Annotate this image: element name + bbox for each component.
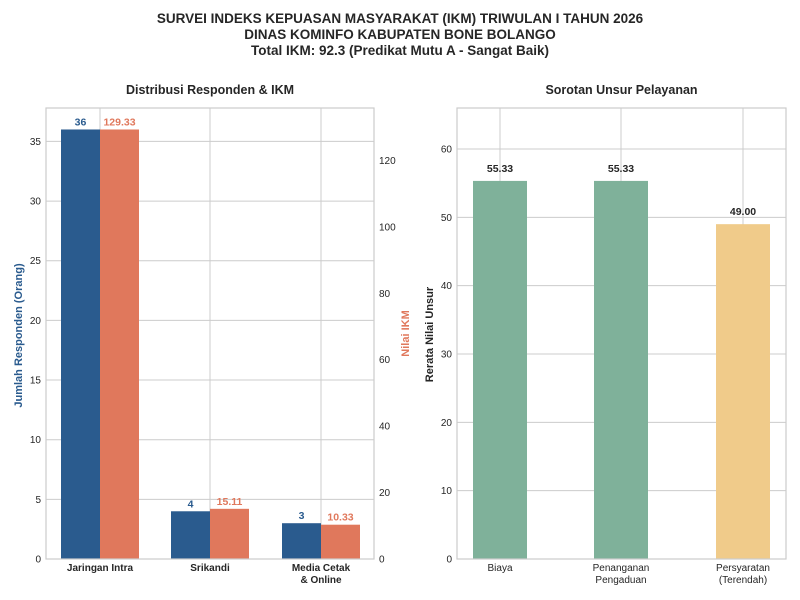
left-xtick-label: Media Cetak & Online	[292, 563, 351, 586]
ikm-data-label: 15.11	[217, 496, 243, 508]
responden-data-label: 3	[299, 510, 305, 522]
unsur-ytick-label: 40	[441, 281, 453, 292]
chart-title-line3: Total IKM: 92.3 (Predikat Mutu A - Sanga…	[250, 43, 550, 58]
unsur-ytick-label: 60	[441, 145, 453, 156]
chart-title-line1: SURVEI INDEKS KEPUASAN MASYARAKAT (IKM) …	[156, 11, 644, 26]
right-ytick-label: 0	[379, 555, 385, 566]
left-plot-frame	[45, 107, 375, 560]
responden-data-label: 4	[188, 498, 194, 510]
right-ytick-label: 20	[379, 488, 391, 499]
unsur-xtick-label: Biaya	[487, 563, 512, 574]
ikm-bar	[210, 508, 249, 559]
unsur-bar	[594, 180, 648, 559]
left-xtick-label: Jaringan Intra	[67, 563, 134, 574]
right-plot-frame	[456, 107, 787, 560]
unsur-data-label: 55.33	[608, 163, 634, 175]
left-ytick-label: 5	[35, 495, 41, 506]
right-ytick-label: 60	[379, 355, 391, 366]
left-ytick-label: 10	[30, 435, 42, 446]
left-ytick-label: 15	[30, 376, 42, 387]
left-ytick-label: 0	[35, 555, 41, 566]
left-xtick-label: Srikandi	[190, 563, 230, 574]
unsur-bar	[716, 224, 770, 559]
unsur-data-label: 55.33	[487, 163, 513, 175]
right-ytick-label: 120	[379, 156, 396, 167]
left-ytick-label: 25	[30, 256, 42, 267]
unsur-ytick-label: 0	[446, 555, 452, 566]
unsur-data-label: 49.00	[730, 206, 756, 218]
unsur-y-axis-label: Rerata Nilai Unsur	[424, 286, 436, 382]
unsur-xtick-label: Penanganan Pengaduan	[593, 563, 650, 586]
left-chart-title: Distribusi Responden & IKM	[126, 83, 294, 97]
right-chart-title: Sorotan Unsur Pelayanan	[545, 83, 697, 97]
responden-data-label: 36	[75, 116, 87, 128]
right-y-axis-label: Nilai IKM	[400, 310, 412, 356]
ikm-data-label: 10.33	[327, 512, 353, 524]
left-ytick-label: 20	[30, 316, 42, 327]
right-ytick-label: 40	[379, 422, 391, 433]
unsur-bar	[473, 180, 527, 559]
ikm-data-label: 129.33	[103, 116, 135, 128]
responden-bar	[282, 523, 321, 559]
unsur-ytick-label: 30	[441, 350, 453, 361]
left-ytick-label: 30	[30, 197, 42, 208]
responden-bar	[171, 511, 210, 559]
right-ytick-label: 100	[379, 222, 396, 233]
unsur-ytick-label: 20	[441, 418, 453, 429]
unsur-ytick-label: 50	[441, 213, 453, 224]
ikm-bar	[100, 129, 139, 560]
chart-title-line2: DINAS KOMINFO KABUPATEN BONE BOLANGO	[244, 27, 556, 42]
right-ytick-label: 80	[379, 289, 391, 300]
unsur-xtick-label: Persyaratan (Terendah)	[716, 563, 770, 586]
responden-bar	[61, 129, 100, 559]
ikm-bar	[321, 524, 360, 559]
left-y-axis-label: Jumlah Responden (Orang)	[13, 263, 25, 408]
left-ytick-label: 35	[30, 137, 42, 148]
unsur-ytick-label: 10	[441, 486, 453, 497]
